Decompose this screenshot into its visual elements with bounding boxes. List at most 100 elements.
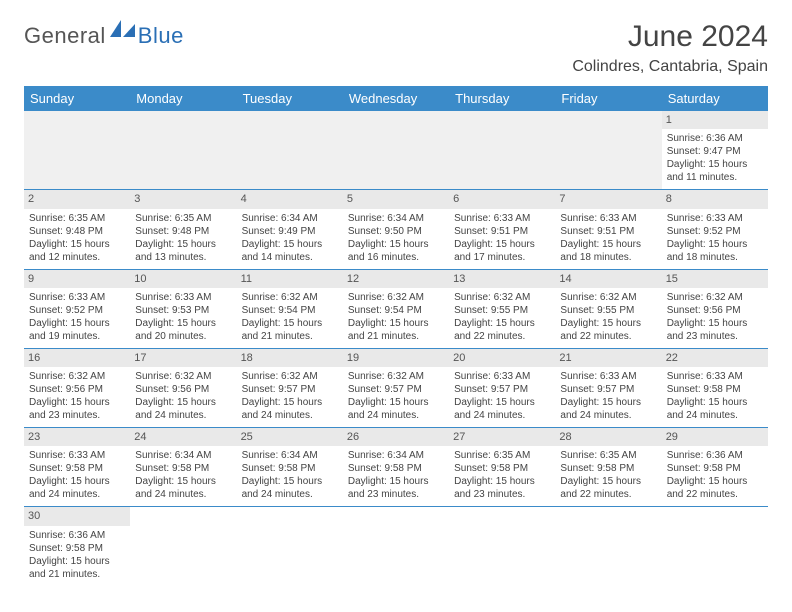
day-info: Sunrise: 6:36 AMSunset: 9:47 PMDaylight:…: [667, 132, 763, 184]
day-info: Sunrise: 6:32 AMSunset: 9:54 PMDaylight:…: [242, 291, 338, 343]
calendar-day-cell: 28Sunrise: 6:35 AMSunset: 9:58 PMDayligh…: [555, 428, 661, 507]
day-number: 19: [343, 349, 449, 367]
weekday-header: Saturday: [662, 86, 768, 111]
calendar-day-cell: 8 Sunrise: 6:33 AMSunset: 9:52 PMDaylight…: [662, 190, 768, 269]
calendar-day-cell: 29 Sunrise: 6:36 AMSunset: 9:58 PMDayligh…: [662, 428, 768, 507]
calendar-blank-cell: [555, 111, 661, 190]
calendar-day-cell: 6Sunrise: 6:33 AMSunset: 9:51 PMDaylight…: [449, 190, 555, 269]
day-info: Sunrise: 6:33 AMSunset: 9:57 PMDaylight:…: [454, 370, 550, 422]
day-info: Sunrise: 6:32 AMSunset: 9:56 PMDaylight:…: [667, 291, 763, 343]
calendar-empty-cell: [449, 507, 555, 586]
day-number: 26: [343, 428, 449, 446]
day-info: Sunrise: 6:36 AMSunset: 9:58 PMDaylight:…: [667, 449, 763, 501]
day-number: 10: [130, 270, 236, 288]
calendar-day-cell: 3 Sunrise: 6:35 AMSunset: 9:48 PMDaylight…: [130, 190, 236, 269]
day-info: Sunrise: 6:33 AMSunset: 9:57 PMDaylight:…: [560, 370, 656, 422]
day-info: Sunrise: 6:32 AMSunset: 9:56 PMDaylight:…: [29, 370, 125, 422]
day-number: 7: [555, 190, 661, 208]
day-number: 1: [662, 111, 768, 129]
calendar-day-cell: 14Sunrise: 6:32 AMSunset: 9:55 PMDayligh…: [555, 269, 661, 348]
calendar-blank-cell: [449, 111, 555, 190]
calendar-day-cell: 15Sunrise: 6:32 AMSunset: 9:56 PMDayligh…: [662, 269, 768, 348]
header: General Blue June 2024 Colindres, Cantab…: [24, 20, 768, 76]
calendar-day-cell: 30 Sunrise: 6:36 AMSunset: 9:58 PMDayligh…: [24, 507, 130, 586]
day-info: Sunrise: 6:32 AMSunset: 9:55 PMDaylight:…: [454, 291, 550, 343]
day-number: 16: [24, 349, 130, 367]
day-info: Sunrise: 6:32 AMSunset: 9:54 PMDaylight:…: [348, 291, 444, 343]
day-info: Sunrise: 6:33 AMSunset: 9:58 PMDaylight:…: [667, 370, 763, 422]
day-info: Sunrise: 6:36 AMSunset: 9:58 PMDaylight:…: [29, 529, 125, 581]
calendar-empty-cell: [662, 507, 768, 586]
calendar-empty-cell: [130, 507, 236, 586]
calendar-day-cell: 10 Sunrise: 6:33 AMSunset: 9:53 PMDayligh…: [130, 269, 236, 348]
calendar-day-cell: 22 Sunrise: 6:33 AMSunset: 9:58 PMDayligh…: [662, 348, 768, 427]
day-number: 20: [449, 349, 555, 367]
calendar-day-cell: 16 Sunrise: 6:32 AMSunset: 9:56 PMDayligh…: [24, 348, 130, 427]
calendar-day-cell: 21 Sunrise: 6:33 AMSunset: 9:57 PMDayligh…: [555, 348, 661, 427]
calendar-day-cell: 1 Sunrise: 6:36 AMSunset: 9:47 PMDaylight…: [662, 111, 768, 190]
title-block: June 2024 Colindres, Cantabria, Spain: [572, 20, 768, 76]
logo-text-general: General: [24, 23, 106, 49]
day-number: 29: [662, 428, 768, 446]
calendar-empty-cell: [343, 507, 449, 586]
calendar-blank-cell: [24, 111, 130, 190]
calendar-day-cell: 23 Sunrise: 6:33 AMSunset: 9:58 PMDayligh…: [24, 428, 130, 507]
day-number: 17: [130, 349, 236, 367]
day-info: Sunrise: 6:33 AMSunset: 9:53 PMDaylight:…: [135, 291, 231, 343]
calendar-day-cell: 27Sunrise: 6:35 AMSunset: 9:58 PMDayligh…: [449, 428, 555, 507]
calendar-body: 1 Sunrise: 6:36 AMSunset: 9:47 PMDaylight…: [24, 111, 768, 586]
day-number: 5: [343, 190, 449, 208]
calendar-empty-cell: [555, 507, 661, 586]
day-info: Sunrise: 6:33 AMSunset: 9:52 PMDaylight:…: [29, 291, 125, 343]
calendar-day-cell: 11 Sunrise: 6:32 AMSunset: 9:54 PMDayligh…: [237, 269, 343, 348]
day-info: Sunrise: 6:34 AMSunset: 9:50 PMDaylight:…: [348, 212, 444, 264]
calendar-day-cell: 5 Sunrise: 6:34 AMSunset: 9:50 PMDaylight…: [343, 190, 449, 269]
day-number: 13: [449, 270, 555, 288]
day-info: Sunrise: 6:32 AMSunset: 9:56 PMDaylight:…: [135, 370, 231, 422]
day-info: Sunrise: 6:34 AMSunset: 9:49 PMDaylight:…: [242, 212, 338, 264]
logo-text-blue: Blue: [138, 23, 184, 49]
day-number: 11: [237, 270, 343, 288]
calendar-day-cell: 7 Sunrise: 6:33 AMSunset: 9:51 PMDaylight…: [555, 190, 661, 269]
calendar-header-row: SundayMondayTuesdayWednesdayThursdayFrid…: [24, 86, 768, 111]
day-info: Sunrise: 6:33 AMSunset: 9:51 PMDaylight:…: [454, 212, 550, 264]
day-number: 2: [24, 190, 130, 208]
calendar-day-cell: 25Sunrise: 6:34 AMSunset: 9:58 PMDayligh…: [237, 428, 343, 507]
page-title: June 2024: [572, 20, 768, 54]
day-info: Sunrise: 6:35 AMSunset: 9:48 PMDaylight:…: [135, 212, 231, 264]
calendar-day-cell: 13 Sunrise: 6:32 AMSunset: 9:55 PMDayligh…: [449, 269, 555, 348]
day-info: Sunrise: 6:33 AMSunset: 9:51 PMDaylight:…: [560, 212, 656, 264]
day-number: 9: [24, 270, 130, 288]
day-number: 27: [449, 428, 555, 446]
calendar-blank-cell: [237, 111, 343, 190]
day-number: 24: [130, 428, 236, 446]
location-text: Colindres, Cantabria, Spain: [572, 58, 768, 76]
calendar-day-cell: 24Sunrise: 6:34 AMSunset: 9:58 PMDayligh…: [130, 428, 236, 507]
logo-sail-icon: [110, 20, 136, 43]
day-number: 3: [130, 190, 236, 208]
day-number: 22: [662, 349, 768, 367]
day-number: 14: [555, 270, 661, 288]
day-number: 4: [237, 190, 343, 208]
day-info: Sunrise: 6:33 AMSunset: 9:52 PMDaylight:…: [667, 212, 763, 264]
calendar-empty-cell: [237, 507, 343, 586]
day-info: Sunrise: 6:34 AMSunset: 9:58 PMDaylight:…: [242, 449, 338, 501]
day-number: 23: [24, 428, 130, 446]
calendar-day-cell: 17 Sunrise: 6:32 AMSunset: 9:56 PMDayligh…: [130, 348, 236, 427]
day-number: 30: [24, 507, 130, 525]
weekday-header: Tuesday: [237, 86, 343, 111]
calendar-blank-cell: [130, 111, 236, 190]
calendar-day-cell: 20 Sunrise: 6:33 AMSunset: 9:57 PMDayligh…: [449, 348, 555, 427]
day-number: 8: [662, 190, 768, 208]
calendar-blank-cell: [343, 111, 449, 190]
day-info: Sunrise: 6:33 AMSunset: 9:58 PMDaylight:…: [29, 449, 125, 501]
weekday-header: Friday: [555, 86, 661, 111]
calendar-table: SundayMondayTuesdayWednesdayThursdayFrid…: [24, 86, 768, 586]
day-info: Sunrise: 6:35 AMSunset: 9:48 PMDaylight:…: [29, 212, 125, 264]
calendar-day-cell: 9 Sunrise: 6:33 AMSunset: 9:52 PMDaylight…: [24, 269, 130, 348]
day-number: 21: [555, 349, 661, 367]
day-number: 18: [237, 349, 343, 367]
calendar-day-cell: 12Sunrise: 6:32 AMSunset: 9:54 PMDayligh…: [343, 269, 449, 348]
calendar-day-cell: 19Sunrise: 6:32 AMSunset: 9:57 PMDayligh…: [343, 348, 449, 427]
weekday-header: Sunday: [24, 86, 130, 111]
